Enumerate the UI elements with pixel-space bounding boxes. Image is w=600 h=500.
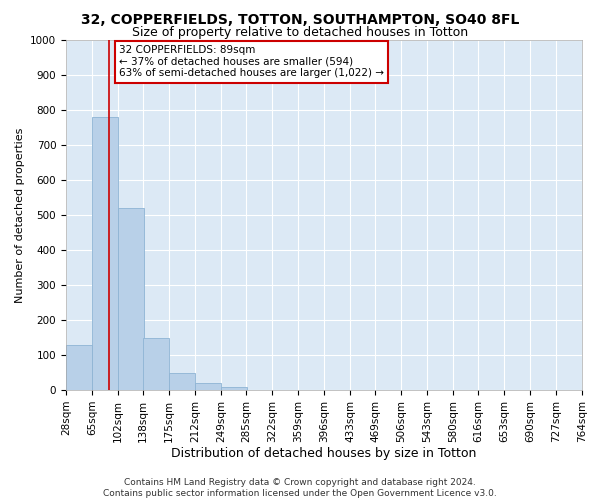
Text: 32, COPPERFIELDS, TOTTON, SOUTHAMPTON, SO40 8FL: 32, COPPERFIELDS, TOTTON, SOUTHAMPTON, S… — [81, 12, 519, 26]
Bar — [66, 344, 92, 390]
X-axis label: Distribution of detached houses by size in Totton: Distribution of detached houses by size … — [172, 448, 476, 460]
Bar — [92, 117, 118, 390]
Bar — [195, 383, 221, 390]
Text: Size of property relative to detached houses in Totton: Size of property relative to detached ho… — [132, 26, 468, 39]
Bar — [118, 208, 144, 390]
Text: Contains HM Land Registry data © Crown copyright and database right 2024.
Contai: Contains HM Land Registry data © Crown c… — [103, 478, 497, 498]
Text: 32 COPPERFIELDS: 89sqm
← 37% of detached houses are smaller (594)
63% of semi-de: 32 COPPERFIELDS: 89sqm ← 37% of detached… — [119, 45, 384, 78]
Y-axis label: Number of detached properties: Number of detached properties — [14, 128, 25, 302]
Bar — [221, 386, 247, 390]
Bar — [169, 372, 195, 390]
Bar — [143, 338, 169, 390]
